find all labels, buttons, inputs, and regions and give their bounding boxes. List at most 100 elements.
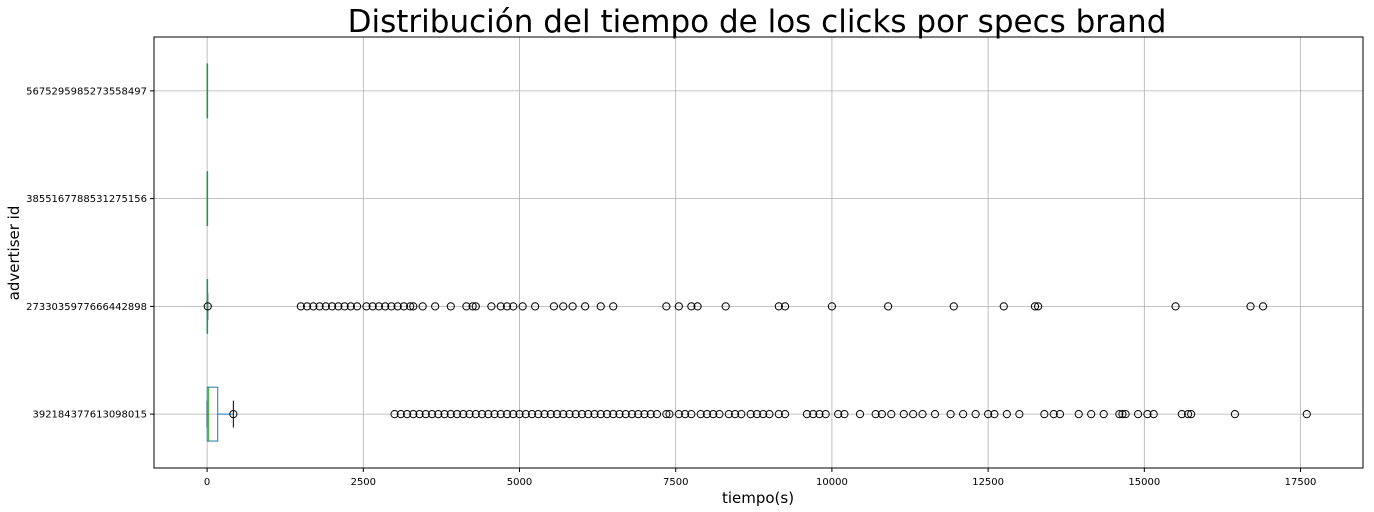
outlier-point	[459, 410, 468, 419]
outlier-point	[568, 302, 577, 311]
outlier-point	[1258, 302, 1268, 311]
outlier-point	[840, 410, 849, 419]
outlier-point	[362, 302, 371, 311]
outlier-point	[518, 302, 527, 311]
outlier-point	[702, 410, 712, 419]
outlier-point	[662, 410, 671, 419]
outlier-point	[531, 302, 540, 311]
plot-marks	[203, 63, 1311, 442]
outlier-point	[984, 410, 993, 419]
grid-lines	[154, 37, 1363, 468]
outlier-point	[1133, 410, 1143, 419]
outlier-point	[696, 410, 705, 419]
outlier-point	[918, 410, 927, 419]
outlier-point	[627, 410, 637, 419]
outlier-point	[321, 302, 330, 311]
outlier-point	[471, 302, 480, 311]
outlier-point	[946, 410, 955, 419]
outlier-point	[774, 302, 783, 311]
outlier-point	[815, 410, 824, 419]
outlier-point	[399, 302, 409, 311]
outlier-point	[203, 302, 212, 311]
chart-title: Distribución del tiempo de los clicks po…	[348, 4, 1167, 40]
outlier-point	[596, 410, 605, 419]
outlier-point	[1171, 302, 1180, 311]
outlier-point	[559, 302, 568, 311]
y-axis-ticks: 392184377613098015 2733035977666442898 385…	[26, 86, 154, 421]
outlier-point	[296, 302, 305, 311]
outlier-point	[471, 410, 480, 419]
outlier-point	[759, 410, 768, 419]
outlier-point	[477, 410, 487, 419]
outlier-point	[1302, 410, 1311, 419]
x-tick-label: 10000	[816, 477, 848, 488]
outlier-point	[602, 410, 612, 419]
outlier-point	[609, 410, 618, 419]
outlier-point	[496, 410, 505, 419]
outlier-point	[390, 410, 399, 419]
outlier-point	[1118, 410, 1127, 419]
y-tick-label: 2733035977666442898	[26, 302, 147, 313]
outlier-point	[1049, 410, 1058, 419]
outlier-point	[452, 410, 462, 419]
outlier-point	[415, 410, 424, 419]
outlier-point	[387, 302, 396, 311]
outlier-point	[509, 302, 518, 311]
outlier-point	[381, 302, 390, 311]
outlier-point	[640, 410, 649, 419]
x-tick-label: 2500	[351, 477, 376, 488]
y-tick-label: 392184377613098015	[32, 410, 147, 421]
x-axis-label: tiempo(s)	[722, 489, 794, 507]
outlier-point	[577, 410, 587, 419]
outlier-point	[534, 410, 543, 419]
outlier-point	[652, 410, 662, 419]
outlier-point	[709, 410, 718, 419]
outlier-point	[465, 410, 474, 419]
outlier-point	[765, 410, 774, 419]
x-tick-label: 17500	[1285, 477, 1317, 488]
outlier-point	[871, 410, 880, 419]
outlier-point	[302, 302, 312, 311]
outlier-point	[821, 410, 830, 419]
outlier-point	[521, 410, 530, 419]
outlier-point	[596, 302, 605, 311]
outlier-point	[309, 302, 318, 311]
outlier-point	[687, 410, 696, 419]
outlier-point	[1143, 410, 1152, 419]
outlier-point	[1055, 410, 1065, 419]
outlier-point	[1187, 410, 1196, 419]
outlier-point	[484, 410, 493, 419]
outlier-point	[834, 410, 843, 419]
outlier-point	[899, 410, 908, 419]
outlier-point	[1040, 410, 1049, 419]
outlier-point	[1177, 410, 1186, 419]
x-tick-label: 15000	[1128, 477, 1160, 488]
outlier-point	[1074, 410, 1083, 419]
outlier-point	[1015, 410, 1024, 419]
outlier-point	[462, 302, 471, 311]
outlier-point	[346, 302, 355, 311]
outlier-point	[1115, 410, 1124, 419]
outlier-point	[327, 302, 337, 311]
outlier-point	[609, 302, 618, 311]
outlier-point	[715, 410, 724, 419]
outlier-point	[1002, 410, 1011, 419]
x-tick-label: 0	[204, 477, 210, 488]
box-group	[206, 386, 1311, 442]
outlier-point	[590, 410, 599, 419]
box-group	[206, 171, 209, 227]
box-group	[203, 278, 1268, 334]
outlier-point	[1030, 302, 1040, 311]
outlier-point	[1034, 302, 1043, 311]
outlier-point	[446, 302, 455, 311]
outlier-point	[340, 302, 349, 311]
box	[206, 386, 219, 442]
outlier-point	[724, 410, 733, 419]
outlier-point	[877, 410, 886, 419]
outlier-point	[393, 302, 402, 311]
plot-area-frame	[153, 36, 1364, 469]
outlier-point	[502, 410, 512, 419]
outlier-point	[780, 302, 790, 311]
outlier-point	[949, 302, 958, 311]
outlier-point	[581, 302, 590, 311]
